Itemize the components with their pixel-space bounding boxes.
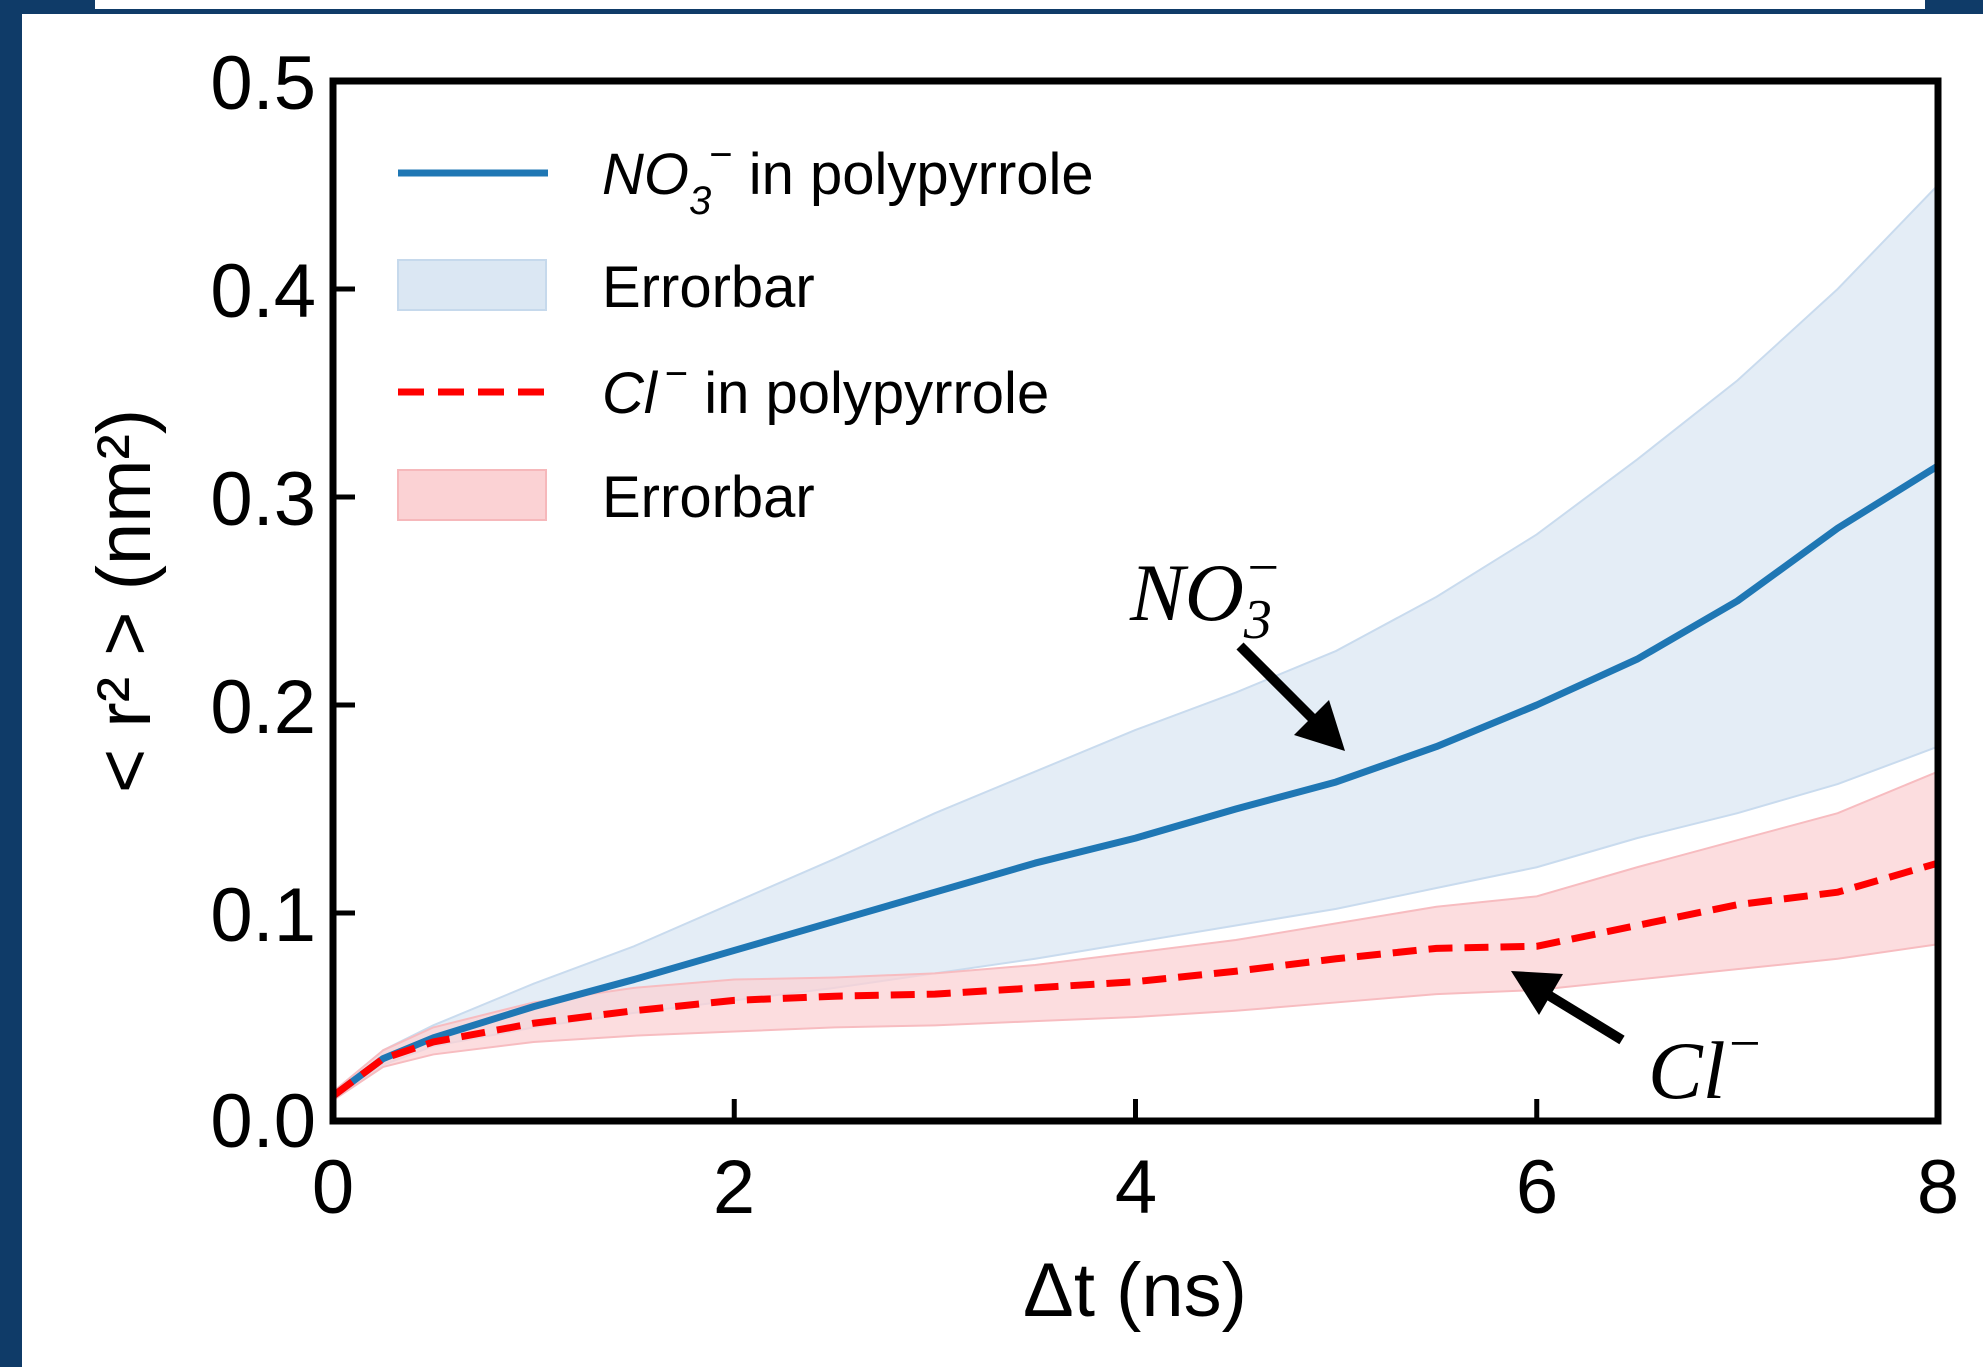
legend-label-errorbar-blue: Errorbar [602,255,815,320]
x-tick-label: 6 [1516,1145,1558,1230]
legend-no3-main: NO [602,142,689,207]
frame-left-border [0,0,22,1367]
series-line-cl [330,859,1939,1099]
series-line-no3 [330,462,1940,1099]
legend: NO3− in polypyrrole Errorbar Cl − in poly… [397,133,1094,530]
annotation-no3-arrow [1236,642,1324,730]
annotation-no3-label: NO3− [1129,537,1282,651]
legend-no3-sub: 3 [689,179,711,223]
legend-cl-sup: − [665,352,688,396]
x-tick-label: 8 [1917,1145,1959,1230]
y-tick-label: 0.2 [210,665,316,750]
y-tick-label: 0.3 [210,457,316,542]
x-tick-label: 4 [1115,1145,1157,1230]
annotation-cl-arrow [1537,985,1625,1045]
annotation-cl-arrowhead [1511,971,1563,1015]
y-tick-label: 0.0 [210,1079,316,1164]
x-tick-label: 2 [713,1145,755,1230]
x-tick-label: 0 [312,1145,354,1230]
series-lines [330,462,1940,1099]
legend-label-errorbar-red: Errorbar [602,465,815,530]
x-axis-label: Δt (ns) [1023,1248,1247,1333]
legend-no3-sup: − [709,133,732,177]
y-tick-label: 0.4 [210,249,316,334]
legend-label-no3: NO3− in polypyrrole [602,133,1094,223]
legend-cl-main: Cl [602,361,659,426]
legend-swatch-no3-band [397,259,547,311]
axis-ticks [330,78,1941,1124]
annotation-cl: Cl− [1511,971,1763,1116]
legend-no3-rest: in polypyrrole [733,142,1094,207]
error-bands [332,182,1939,1103]
legend-label-cl: Cl − in polypyrrole [602,352,1049,426]
y-axis-label: < r² > (nm²) [82,409,167,793]
frame-top-panel [95,0,1925,9]
annotation-no3: NO3− [1129,537,1345,751]
annotation-cl-label: Cl− [1648,1013,1763,1116]
legend-cl-rest: in polypyrrole [688,361,1049,426]
annotation-no3-arrowhead [1294,700,1345,751]
y-tick-label: 0.5 [210,41,316,126]
y-tick-label: 0.1 [210,873,316,958]
legend-swatch-cl-band [397,469,547,521]
